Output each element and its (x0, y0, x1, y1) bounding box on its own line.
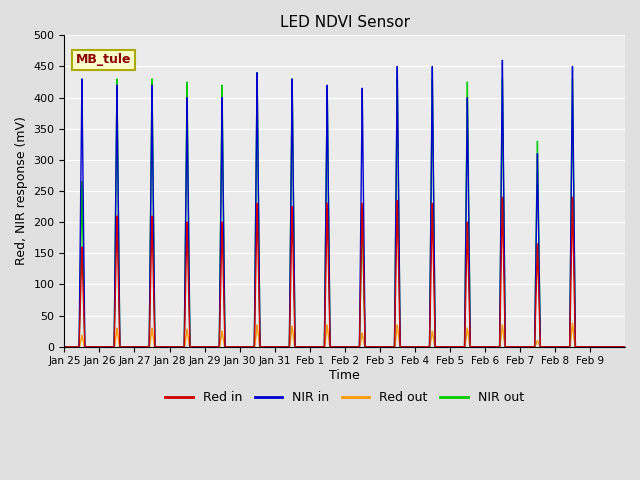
Title: LED NDVI Sensor: LED NDVI Sensor (280, 15, 410, 30)
Y-axis label: Red, NIR response (mV): Red, NIR response (mV) (15, 117, 28, 265)
X-axis label: Time: Time (330, 369, 360, 382)
Text: MB_tule: MB_tule (76, 53, 131, 66)
Legend: Red in, NIR in, Red out, NIR out: Red in, NIR in, Red out, NIR out (161, 386, 529, 409)
